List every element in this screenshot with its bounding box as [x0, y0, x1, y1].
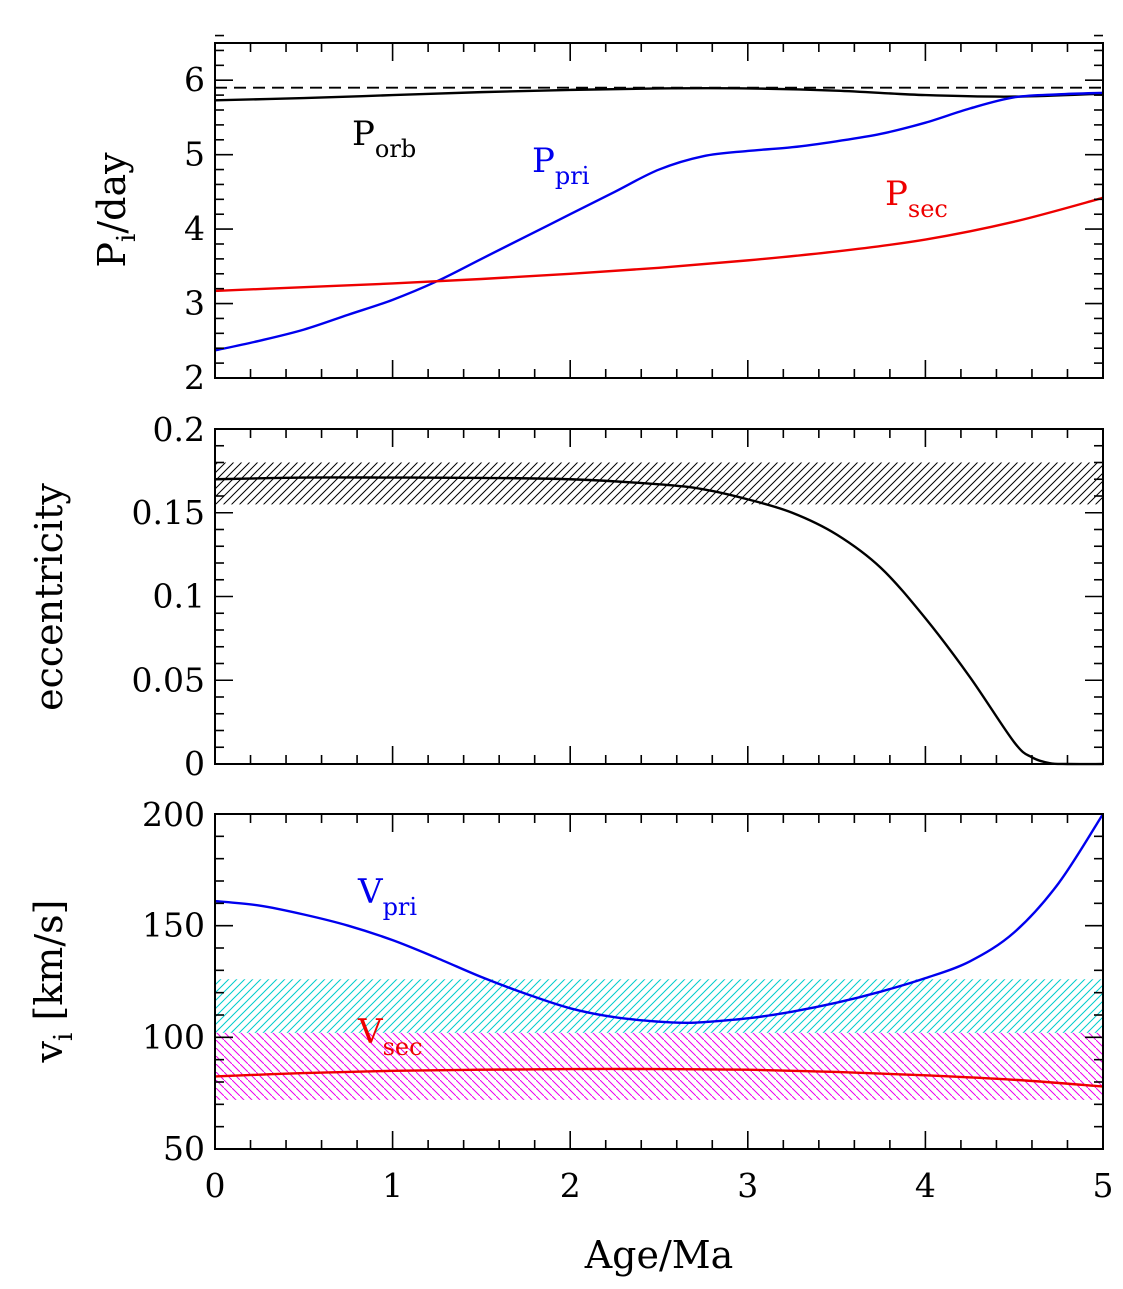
label-v-pri-main: V: [357, 872, 384, 912]
period-frame: [214, 42, 1104, 379]
label-p-sec-main: P: [885, 174, 908, 214]
period-ticks: [214, 34, 1104, 379]
label-p-orb: Porb: [352, 114, 416, 163]
eccentricity-y-tick-label: 0: [184, 744, 205, 783]
series-p-orb: [214, 86, 1104, 102]
eccentricity-frame: [214, 428, 1104, 765]
eccentricity-y-tick-label: 0.2: [153, 410, 205, 449]
velocity-band-1: [215, 1032, 1103, 1100]
velocity-frame: [214, 813, 1104, 1150]
label-p-pri-sub: pri: [555, 162, 590, 190]
label-p-pri: Ppri: [532, 141, 590, 190]
x-tick-labels: 0 1 2 3 4 5: [205, 1166, 1114, 1205]
velocity-y-tick-label: 50: [163, 1129, 205, 1168]
velocity-y-tick-label: 200: [142, 795, 205, 834]
x-tick-label: 5: [1093, 1166, 1114, 1205]
velocity-y-axis-label-rest: [km/s]: [27, 900, 71, 1033]
velocity-bands: [215, 979, 1103, 1100]
period-y-tick-label: 5: [184, 135, 205, 174]
series-v-pri: [214, 813, 1105, 1025]
velocity-y-axis-label: vi [km/s]: [27, 900, 79, 1064]
panel-velocity: 50 100 150 200 0 1 2 3 4 5 vi [km/s] Vpri Vsec A…: [27, 795, 1114, 1277]
label-v-pri: Vpri: [357, 872, 417, 921]
eccentricity-y-tick-labels: 0 0.05 0.1 0.15 0.2: [132, 410, 205, 783]
label-v-sec-main: V: [357, 1012, 384, 1052]
x-axis-label: Age/Ma: [584, 1233, 734, 1277]
period-y-tick-label: 2: [184, 358, 205, 397]
period-y-axis-label-sub: i: [112, 234, 142, 242]
series-eccentricity: [214, 476, 1104, 766]
eccentricity-y-axis-label: eccentricity: [27, 483, 71, 711]
x-tick-label: 4: [915, 1166, 936, 1205]
eccentricity-y-tick-label: 0.15: [132, 493, 205, 532]
velocity-band-0: [215, 979, 1103, 1033]
velocity-y-tick-label: 100: [142, 1017, 205, 1056]
eccentricity-y-tick-label: 0.1: [153, 577, 205, 616]
period-y-axis-label-main: P: [90, 242, 134, 268]
x-tick-label: 2: [560, 1166, 581, 1205]
label-p-orb-main: P: [352, 114, 375, 154]
velocity-y-tick-label: 150: [142, 906, 205, 945]
label-p-sec-sub: sec: [908, 195, 948, 223]
label-p-orb-sub: orb: [375, 135, 416, 163]
x-tick-label: 0: [205, 1166, 226, 1205]
label-p-sec: Psec: [885, 174, 948, 223]
period-y-tick-label: 6: [184, 60, 205, 99]
panel-eccentricity: 0 0.05 0.1 0.15 0.2 eccentricity: [27, 410, 1104, 783]
panel-period: 2 3 4 5 6 Pi/day Porb Ppri Psec: [90, 34, 1104, 397]
eccentricity-ticks: [214, 428, 1104, 765]
series-v-sec: [214, 1067, 1104, 1088]
period-y-axis-label-rest: /day: [90, 152, 134, 234]
label-p-pri-main: P: [532, 141, 555, 181]
series-p-pri: [214, 91, 1104, 352]
period-y-tick-labels: 2 3 4 5 6: [184, 60, 205, 397]
eccentricity-y-tick-label: 0.05: [132, 660, 205, 699]
x-tick-label: 1: [382, 1166, 403, 1205]
label-v-sec-sub: sec: [383, 1033, 423, 1061]
eccentricity-curves: [214, 476, 1104, 766]
velocity-y-tick-labels: 50 100 150 200: [142, 795, 205, 1168]
x-tick-label: 3: [737, 1166, 758, 1205]
velocity-y-axis-label-sub: i: [49, 1033, 79, 1041]
period-curves: [214, 86, 1104, 352]
label-v-sec: Vsec: [357, 1012, 423, 1061]
period-y-tick-label: 3: [184, 284, 205, 323]
period-y-tick-label: 4: [184, 209, 205, 248]
series-p-sec: [214, 196, 1104, 293]
velocity-curves: [214, 813, 1105, 1088]
period-y-axis-label: Pi/day: [90, 152, 142, 268]
velocity-y-axis-label-main: v: [27, 1040, 71, 1063]
label-v-pri-sub: pri: [383, 893, 418, 921]
